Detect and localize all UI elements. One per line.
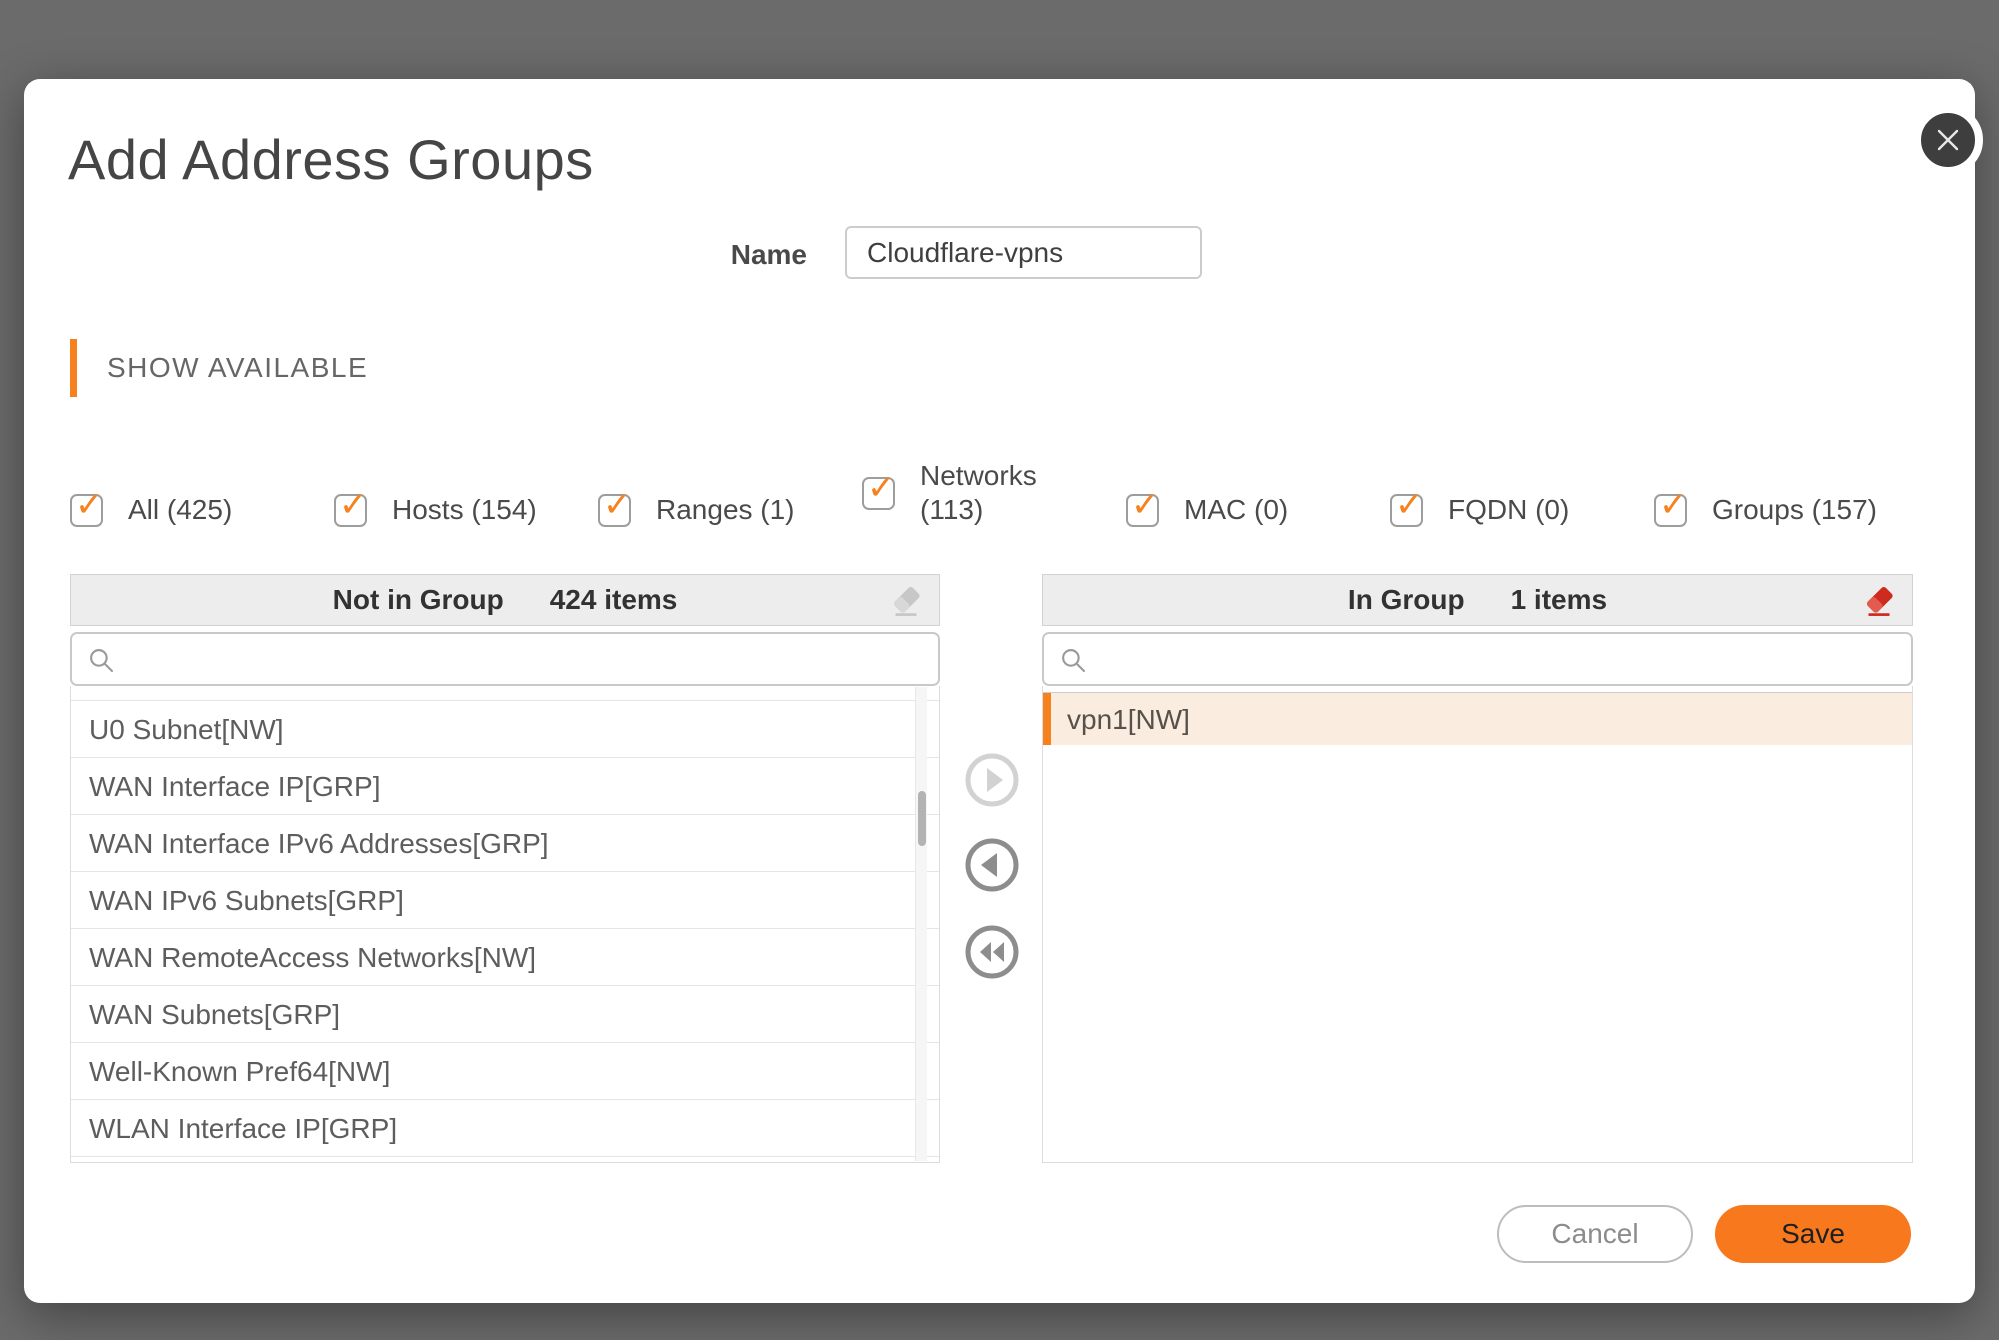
name-field-label: Name [730,239,807,270]
filter-all-425[interactable]: ✓ All (425) [70,488,334,527]
move-all-left-button[interactable] [963,923,1021,981]
not-in-group-header: Not in Group 424 items [70,574,940,626]
search-input[interactable] [1098,634,1901,684]
checkbox[interactable]: ✓ [1126,488,1160,527]
page-title: Add Address Groups [68,128,594,191]
in-group-header: In Group 1 items [1042,574,1913,626]
filter-label: Networks (113) [920,460,1037,525]
filter-label: Ranges (1) [656,494,795,526]
section-header: SHOW AVAILABLE [107,352,369,383]
scrollbar-track [915,687,927,1161]
cancel-button[interactable]: Cancel [1497,1205,1693,1263]
checkmark-icon: ✓ [75,485,104,524]
search-icon [90,649,114,673]
filter-label: FQDN (0) [1448,494,1570,526]
arrow-left-icon [965,838,1019,892]
in-group-search [1042,632,1913,686]
filter-checkbox-row: ✓ All (425) ✓ Hosts (154) ✓ Ranges (1) ✓… [70,460,1935,543]
checkbox[interactable]: ✓ [598,488,632,527]
not-in-group-search [70,632,940,686]
close-button[interactable] [1913,105,1983,175]
not-in-group-list: U0 Subnet[NW] WAN Interface IP[GRP] WAN In… [70,686,940,1163]
filter-fqdn-0[interactable]: ✓ FQDN (0) [1390,488,1654,527]
filter-label: MAC (0) [1184,494,1289,526]
move-left-button[interactable] [963,836,1021,894]
list-item[interactable]: WAN Interface IPv6 Addresses[GRP] [71,815,939,872]
checkmark-icon: ✓ [1131,485,1160,524]
list-item[interactable]: WAN Subnets[GRP] [71,986,939,1043]
not-in-group-panel: Not in Group 424 items U0 Subnet[ [70,574,940,1163]
checkbox[interactable]: ✓ [70,488,104,527]
checkmark-icon: ✓ [1395,485,1424,524]
scrollbar-thumb[interactable] [918,791,926,846]
double-arrow-left-icon [965,925,1019,979]
eraser-icon-red [1866,586,1893,616]
checkbox[interactable]: ✓ [862,471,896,510]
move-right-button[interactable] [963,751,1021,809]
filter-mac-0[interactable]: ✓ MAC (0) [1126,488,1390,527]
list-item[interactable]: vpn1[NW] [1043,692,1912,745]
section-accent-bar [70,339,77,397]
filter-label: Groups (157) [1712,494,1877,526]
filter-groups-157[interactable]: ✓ Groups (157) [1654,488,1918,527]
in-group-list: vpn1[NW] [1042,686,1913,1163]
filter-hosts-154[interactable]: ✓ Hosts (154) [334,488,598,527]
list-item[interactable]: WAN Interface IP[GRP] [71,758,939,815]
search-input[interactable] [126,634,928,684]
list-item[interactable]: WAN RemoteAccess Networks[NW] [71,929,939,986]
checkmark-icon: ✓ [603,485,632,524]
list-item[interactable]: U0 Subnet[NW] [71,701,939,758]
filter-ranges-1[interactable]: ✓ Ranges (1) [598,488,862,527]
panel-title: In Group [1347,584,1465,615]
panel-title: Not in Group [332,584,504,615]
checkmark-icon: ✓ [867,468,896,507]
list-item[interactable]: Well-Known Pref64[NW] [71,1043,939,1100]
checkbox[interactable]: ✓ [1654,488,1688,527]
save-button[interactable]: Save [1715,1205,1911,1263]
list-item[interactable]: WLAN Interface IP[GRP] [71,1100,939,1157]
arrow-right-icon [965,753,1019,807]
checkbox[interactable]: ✓ [1390,488,1424,527]
close-icon [1937,129,1959,151]
filter-networks-113[interactable]: ✓ Networks (113) [862,459,1126,526]
scrolled-row-fragment [71,686,939,701]
checkbox[interactable]: ✓ [334,488,368,527]
eraser-icon [893,586,920,616]
name-input[interactable] [845,226,1202,279]
panel-item-count: 1 items [1510,584,1608,615]
clear-selection-button[interactable] [887,583,925,621]
list-item[interactable]: WAN IPv6 Subnets[GRP] [71,872,939,929]
in-group-panel: In Group 1 items vpn1[NW] [1042,574,1913,1163]
panel-item-count: 424 items [549,584,678,615]
checkmark-icon: ✓ [1659,485,1688,524]
clear-group-button[interactable] [1860,583,1898,621]
search-icon [1062,649,1086,673]
checkmark-icon: ✓ [339,485,368,524]
filter-label: All (425) [128,494,233,526]
add-address-groups-dialog: Add Address Groups Name SHOW AVAILABLE ✓… [24,79,1983,1303]
filter-label: Hosts (154) [392,494,537,526]
